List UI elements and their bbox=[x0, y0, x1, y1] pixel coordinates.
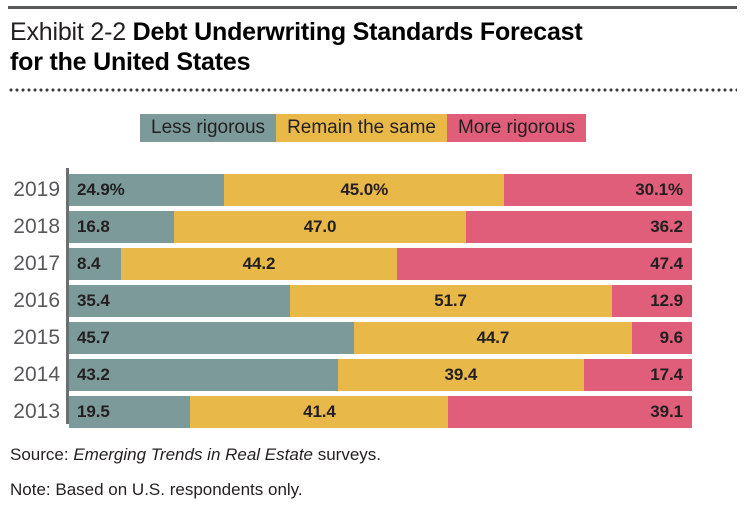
stacked-bar: 45.7 44.7 9.6 bbox=[69, 322, 692, 354]
chart-legend: Less rigorous Remain the same More rigorou… bbox=[140, 114, 587, 142]
segment-more-rigorous[interactable]: 30.1% bbox=[504, 174, 692, 206]
segment-less-rigorous[interactable]: 19.5 bbox=[69, 396, 191, 428]
stacked-bar: 35.4 51.7 12.9 bbox=[69, 285, 692, 317]
row-year-label: 2016 bbox=[13, 289, 60, 312]
stacked-bar: 8.4 44.2 47.4 bbox=[69, 248, 692, 280]
footnotes-block: Source: Emerging Trends in Real Estate s… bbox=[10, 446, 710, 516]
segment-less-rigorous[interactable]: 43.2 bbox=[69, 359, 339, 391]
row-year-label: 2017 bbox=[13, 252, 60, 275]
segment-value-label: 12.9 bbox=[650, 291, 683, 310]
segment-remain-the-same[interactable]: 39.4 bbox=[338, 359, 584, 391]
segment-remain-the-same[interactable]: 44.7 bbox=[353, 322, 633, 354]
segment-more-rigorous[interactable]: 39.1 bbox=[448, 396, 692, 428]
row-year-label: 2014 bbox=[13, 363, 60, 386]
row-year-label: 2018 bbox=[13, 215, 60, 238]
methodology-note: Note: Based on U.S. respondents only. bbox=[10, 480, 303, 499]
page-title-continued: for the United States bbox=[10, 47, 251, 76]
exhibit-number: Exhibit 2-2 bbox=[10, 18, 126, 46]
segment-remain-the-same[interactable]: 41.4 bbox=[190, 396, 449, 428]
stacked-bar: 24.9% 45.0% 30.1% bbox=[69, 174, 692, 206]
segment-value-label: 9.6 bbox=[659, 328, 683, 347]
chart-row: 2013 19.5 41.4 39.1 bbox=[0, 396, 745, 428]
segment-value-label: 39.4 bbox=[444, 365, 478, 384]
segment-value-label: 19.5 bbox=[77, 402, 110, 421]
chart-row: 2018 16.8 47.0 36.2 bbox=[0, 211, 745, 243]
chart-row: 2016 35.4 51.7 12.9 bbox=[0, 285, 745, 317]
source-suffix: surveys. bbox=[313, 445, 382, 464]
row-year-label: 2019 bbox=[13, 178, 60, 201]
source-publication: Emerging Trends in Real Estate bbox=[73, 445, 313, 464]
segment-less-rigorous[interactable]: 8.4 bbox=[69, 248, 122, 280]
segment-more-rigorous[interactable]: 17.4 bbox=[583, 359, 692, 391]
segment-value-label: 24.9% bbox=[77, 180, 125, 199]
legend-item-label: Remain the same bbox=[287, 117, 436, 138]
exhibit-title-block: Exhibit 2-2 Debt Underwriting Standards … bbox=[10, 18, 710, 77]
segment-more-rigorous[interactable]: 9.6 bbox=[632, 322, 692, 354]
segment-value-label: 45.0% bbox=[340, 180, 389, 199]
chart-row: 2019 24.9% 45.0% 30.1% bbox=[0, 174, 745, 206]
segment-remain-the-same[interactable]: 51.7 bbox=[289, 285, 612, 317]
title-line-1: Exhibit 2-2 Debt Underwriting Standards … bbox=[10, 18, 710, 48]
segment-remain-the-same[interactable]: 47.0 bbox=[173, 211, 467, 243]
row-year-label: 2013 bbox=[13, 400, 60, 423]
segment-value-label: 44.7 bbox=[476, 328, 510, 347]
segment-value-label: 35.4 bbox=[77, 291, 110, 310]
segment-less-rigorous[interactable]: 35.4 bbox=[69, 285, 290, 317]
segment-value-label: 47.0 bbox=[303, 217, 337, 236]
segment-less-rigorous[interactable]: 16.8 bbox=[69, 211, 174, 243]
segment-value-label: 47.4 bbox=[650, 254, 683, 273]
segment-value-label: 45.7 bbox=[77, 328, 110, 347]
segment-value-label: 44.2 bbox=[242, 254, 276, 273]
segment-value-label: 41.4 bbox=[303, 402, 336, 421]
segment-more-rigorous[interactable]: 47.4 bbox=[396, 248, 692, 280]
segment-more-rigorous[interactable]: 12.9 bbox=[611, 285, 692, 317]
segment-value-label: 17.4 bbox=[650, 365, 683, 384]
segment-less-rigorous[interactable]: 24.9% bbox=[69, 174, 225, 206]
stacked-bar: 19.5 41.4 39.1 bbox=[69, 396, 692, 428]
segment-remain-the-same[interactable]: 45.0% bbox=[224, 174, 505, 206]
source-note: Source: Emerging Trends in Real Estate s… bbox=[10, 446, 710, 463]
stacked-bar: 43.2 39.4 17.4 bbox=[69, 359, 692, 391]
chart-row: 2017 8.4 44.2 47.4 bbox=[0, 248, 745, 280]
y-axis-line bbox=[66, 168, 69, 424]
segment-less-rigorous[interactable]: 45.7 bbox=[69, 322, 354, 354]
chart-row: 2015 45.7 44.7 9.6 bbox=[0, 322, 745, 354]
legend-item-0[interactable]: Less rigorous bbox=[140, 114, 277, 142]
chart-row: 2014 43.2 39.4 17.4 bbox=[0, 359, 745, 391]
title-line-2: for the United States bbox=[10, 48, 710, 78]
legend-item-1[interactable]: Remain the same bbox=[276, 114, 447, 142]
top-rule-divider bbox=[8, 6, 737, 9]
segment-value-label: 36.2 bbox=[650, 217, 683, 236]
segment-value-label: 43.2 bbox=[77, 365, 110, 384]
segment-value-label: 8.4 bbox=[77, 254, 101, 273]
legend-item-label: Less rigorous bbox=[151, 117, 266, 138]
stacked-bar-chart: 2019 24.9% 45.0% 30.1% 2018 16.8 47.0 36.2 2017 8… bbox=[0, 166, 745, 428]
legend-item-2[interactable]: More rigorous bbox=[446, 114, 587, 142]
page-title: Debt Underwriting Standards Forecast bbox=[132, 18, 583, 46]
source-prefix: Source: bbox=[10, 445, 74, 464]
row-year-label: 2015 bbox=[13, 326, 60, 349]
segment-value-label: 16.8 bbox=[77, 217, 110, 236]
stacked-bar: 16.8 47.0 36.2 bbox=[69, 211, 692, 243]
dotted-divider bbox=[8, 88, 737, 92]
segment-more-rigorous[interactable]: 36.2 bbox=[466, 211, 692, 243]
segment-value-label: 30.1% bbox=[635, 180, 683, 199]
segment-value-label: 39.1 bbox=[650, 402, 683, 421]
legend-item-label: More rigorous bbox=[457, 117, 576, 138]
segment-remain-the-same[interactable]: 44.2 bbox=[121, 248, 397, 280]
segment-value-label: 51.7 bbox=[434, 291, 467, 310]
